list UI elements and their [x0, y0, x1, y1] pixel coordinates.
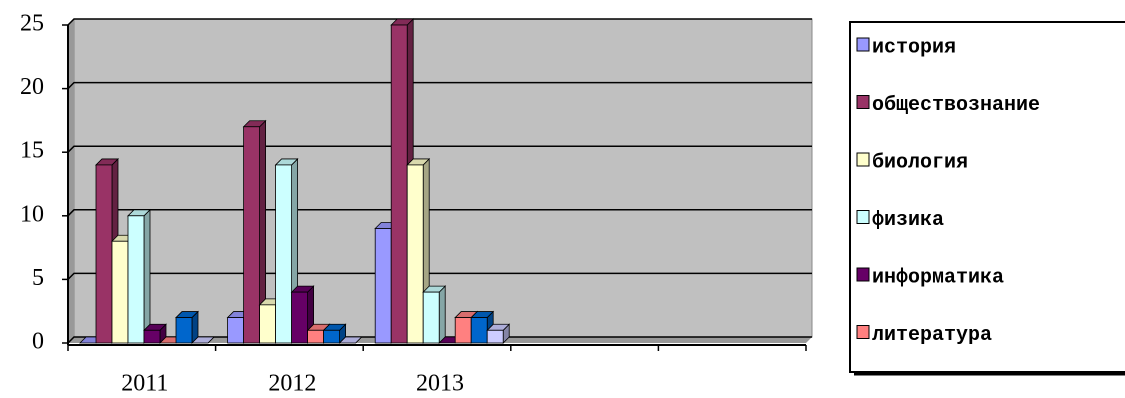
- legend-swatch: [856, 95, 870, 109]
- bar: [470, 317, 488, 344]
- legend-label: физика: [872, 209, 944, 232]
- legend-swatch: [856, 210, 870, 224]
- legend-swatch: [856, 325, 870, 339]
- legend-box: [849, 21, 1125, 373]
- bar: [175, 317, 193, 344]
- legend-label: история: [872, 36, 956, 59]
- y-tick-label: 25: [20, 11, 44, 37]
- y-tick-label: 0: [32, 329, 44, 355]
- bar-top: [338, 336, 363, 344]
- bar: [486, 329, 504, 344]
- bar: [374, 228, 392, 344]
- legend-swatch: [856, 152, 870, 167]
- bar: [323, 329, 341, 344]
- grid-line: [67, 272, 812, 280]
- x-tick-label: 2011: [121, 371, 168, 397]
- x-tick-label: 2012: [268, 371, 316, 397]
- bar: [95, 164, 113, 344]
- grid-line: [67, 145, 812, 153]
- bar: [143, 329, 161, 344]
- grid-line: [67, 336, 812, 344]
- grid-line: [67, 18, 812, 26]
- legend-label: обществознание: [872, 94, 1040, 117]
- y-tick-label: 10: [20, 201, 44, 227]
- bar: [243, 126, 261, 344]
- legend-swatch: [856, 267, 870, 282]
- bar: [227, 317, 245, 344]
- legend-label: информатика: [872, 266, 1004, 289]
- bar: [111, 240, 129, 344]
- bar: [291, 291, 309, 344]
- bar: [307, 329, 325, 344]
- bar-side: [143, 208, 151, 344]
- x-tick-label: 2013: [416, 371, 464, 397]
- plot-wall: [68, 19, 74, 343]
- plot-background: [73, 18, 813, 338]
- bar: [406, 164, 424, 344]
- y-tick-label: 20: [20, 74, 44, 100]
- legend-label: биология: [872, 151, 968, 174]
- legend-swatch: [856, 37, 870, 52]
- grid-line: [67, 209, 812, 217]
- bar: [127, 215, 145, 344]
- y-tick-label: 5: [32, 265, 44, 291]
- bar: [275, 164, 293, 344]
- grid-line: [67, 81, 812, 90]
- legend-label: литература: [872, 324, 992, 347]
- bar: [422, 291, 440, 344]
- y-tick-label: 15: [20, 138, 44, 164]
- bar-top: [191, 336, 215, 344]
- bar-side: [438, 285, 446, 344]
- bar: [259, 304, 277, 344]
- bar: [390, 24, 408, 344]
- bar: [454, 317, 472, 344]
